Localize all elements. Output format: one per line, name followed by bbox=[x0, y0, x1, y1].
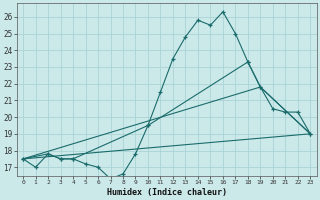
X-axis label: Humidex (Indice chaleur): Humidex (Indice chaleur) bbox=[107, 188, 227, 197]
